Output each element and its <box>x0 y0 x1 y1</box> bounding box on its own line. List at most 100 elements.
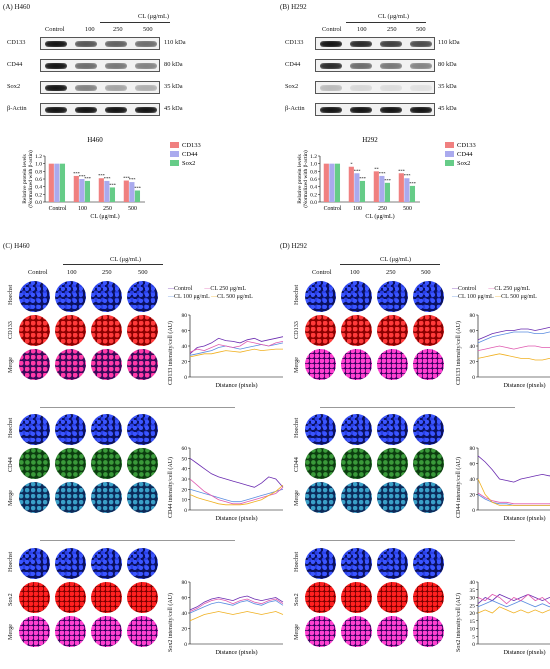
blot-band <box>75 85 97 91</box>
y-tick-label: 20 <box>470 611 476 617</box>
blot-band <box>380 41 402 47</box>
y-tick-label: 40 <box>182 344 188 350</box>
if-well-hoechst <box>91 281 122 312</box>
if-row-label: Merge <box>7 489 14 506</box>
bar-sox2 <box>334 163 341 202</box>
bar-cd133 <box>48 163 54 202</box>
blot-band <box>105 41 127 47</box>
series-line <box>189 488 284 503</box>
if-well-merge <box>19 349 50 380</box>
y-axis-label: (Normalized with β-actin) <box>27 150 34 208</box>
blot-row-label: Sox2 <box>285 83 299 90</box>
if-row-label: Hoechst <box>293 284 300 305</box>
lane-label: 100 <box>67 269 77 276</box>
y-tick-label: 20 <box>182 487 188 493</box>
y-tick-label: 0.8 <box>310 169 317 175</box>
cl-header-line-d <box>340 264 440 265</box>
lane-label: 500 <box>138 269 148 276</box>
y-axis-label: Sox2 intensity/cell (AU) <box>456 593 462 652</box>
blot-strip <box>40 59 160 72</box>
if-well-merge <box>305 616 336 647</box>
if-well-merge <box>55 616 86 647</box>
if-well-cd44 <box>127 448 158 479</box>
series-line <box>477 478 550 506</box>
y-tick-label: 0.0 <box>35 200 42 206</box>
blot-size-label: 35 kDa <box>438 83 457 90</box>
lane-label: 500 <box>143 26 153 33</box>
if-well-hoechst <box>55 548 86 579</box>
bar-sox2 <box>59 163 66 202</box>
series-line <box>189 336 284 355</box>
y-tick-label: 10 <box>470 627 476 633</box>
if-well-hoechst <box>91 414 122 445</box>
blot-strip <box>40 81 160 94</box>
series-line <box>477 353 550 361</box>
lane-label: Control <box>312 269 332 276</box>
if-well-sox2 <box>377 582 408 613</box>
panel-label-c: (C) H460 <box>3 242 30 250</box>
if-well-sox2 <box>305 582 336 613</box>
y-tick-label: 0.8 <box>35 169 42 175</box>
bar-cd44 <box>379 175 385 202</box>
if-well-merge <box>55 482 86 513</box>
y-tick-label: 0 <box>472 642 475 648</box>
lane-label: 250 <box>102 269 112 276</box>
y-tick-label: 30 <box>182 477 188 483</box>
if-well-sox2 <box>413 582 444 613</box>
blot-band <box>135 63 157 69</box>
y-tick-label: 0.6 <box>35 177 42 183</box>
legend-swatch <box>170 160 179 166</box>
blot-size-label: 80 kDa <box>164 61 183 68</box>
series-line <box>477 455 550 483</box>
if-well-merge <box>341 349 372 380</box>
if-well-cd133 <box>91 315 122 346</box>
lane-label: 500 <box>421 269 431 276</box>
significance-label: *** <box>104 176 112 181</box>
cl-header-line-c <box>63 264 163 265</box>
bar-cd44 <box>329 163 335 202</box>
y-tick-label: 1.2 <box>35 154 42 160</box>
if-well-hoechst <box>305 548 336 579</box>
significance-label: *** <box>359 176 367 181</box>
if-well-sox2 <box>55 582 86 613</box>
panel-label-a: (A) H460 <box>3 3 31 11</box>
if-well-cd133 <box>305 315 336 346</box>
if-row-label: Hoechst <box>7 551 14 572</box>
if-well-hoechst <box>413 414 444 445</box>
significance-label: *** <box>379 171 387 176</box>
if-well-sox2 <box>341 582 372 613</box>
if-well-hoechst <box>19 281 50 312</box>
series-line <box>189 348 283 358</box>
x-tick-label: 250 <box>378 206 387 212</box>
bar-cd44 <box>404 178 410 202</box>
y-tick-label: 35 <box>470 588 476 594</box>
series-line <box>477 600 550 608</box>
if-well-hoechst <box>55 281 86 312</box>
x-tick-label: 500 <box>403 206 412 212</box>
if-well-hoechst <box>377 548 408 579</box>
y-tick-label: 1.2 <box>310 154 317 160</box>
y-tick-label: 20 <box>470 360 476 366</box>
y-tick-label: 0 <box>184 642 187 648</box>
lane-label: 100 <box>85 26 95 33</box>
bar-cd133 <box>73 175 79 202</box>
legend-label: CD44 <box>457 151 473 158</box>
separator <box>40 407 235 408</box>
blot-band <box>135 107 157 113</box>
legend-d: —Control —CL 250 μg/mL —CL 100 μg/mL —CL… <box>452 286 537 300</box>
blot-band <box>105 107 127 113</box>
line-chart: 0 20 40 60 80 Distance (pixels) <box>470 313 550 389</box>
blot-strip <box>315 37 435 50</box>
blot-strip <box>315 59 435 72</box>
y-tick-label: 0.4 <box>310 185 317 191</box>
if-well-merge <box>91 349 122 380</box>
blot-row-label: CD44 <box>285 61 301 68</box>
bar-sox2 <box>134 190 141 202</box>
x-axis-label: Distance (pixels) <box>215 515 257 522</box>
blot-row-label: CD44 <box>7 61 23 68</box>
y-tick-label: 20 <box>182 627 188 633</box>
series-line <box>189 478 284 505</box>
y-tick-label: 50 <box>182 456 188 462</box>
lane-label: 500 <box>416 26 426 33</box>
y-axis-label: CD133 intensity/cell (AU) <box>168 321 174 385</box>
